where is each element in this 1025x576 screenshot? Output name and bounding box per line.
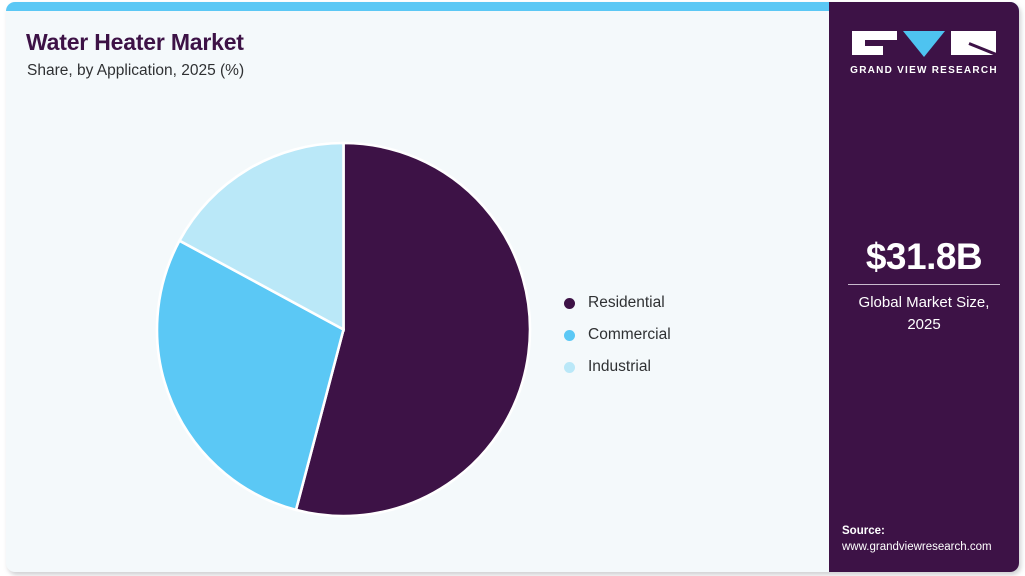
logo-letter-r-icon <box>951 31 996 55</box>
pie-slice-commercial[interactable] <box>155 238 346 512</box>
brand-sidebar: GRAND VIEW RESEARCH $31.8B Global Market… <box>829 2 1019 572</box>
chart-card: Water Heater Market Share, by Applicatio… <box>6 2 1019 572</box>
pie-chart-svg <box>155 141 532 518</box>
stat-divider <box>848 284 1000 285</box>
source-url[interactable]: www.grandviewresearch.com <box>842 541 992 553</box>
logo-letter-g-icon <box>852 31 897 55</box>
brand-logo: GRAND VIEW RESEARCH <box>829 31 1019 76</box>
legend-item-industrial[interactable]: Industrial <box>564 351 794 383</box>
legend-item-label: Residential <box>588 294 665 311</box>
legend-dot-icon <box>564 361 575 373</box>
legend-item-label: Industrial <box>588 358 651 375</box>
logo-marks <box>829 31 1019 58</box>
source-label: Source: <box>842 525 885 537</box>
logo-triangle-v-icon <box>903 31 945 57</box>
page-subtitle: Share, by Application, 2025 (%) <box>27 62 245 79</box>
top-accent-bar <box>6 2 1019 11</box>
logo-wordmark: GRAND VIEW RESEARCH <box>850 65 998 76</box>
chart-legend: Residential Commercial Industrial <box>564 287 794 383</box>
pie-slice-residential[interactable] <box>294 141 532 518</box>
market-size-stat: $31.8B Global Market Size, 2025 <box>829 236 1019 336</box>
market-size-caption: Global Market Size, 2025 <box>858 294 990 333</box>
page-title: Water Heater Market <box>26 29 244 55</box>
market-size-value: $31.8B <box>865 236 983 277</box>
pie-slice-industrial[interactable] <box>177 141 345 332</box>
legend-dot-icon <box>564 297 575 309</box>
pie-chart <box>155 141 532 518</box>
legend-item-residential[interactable]: Residential <box>564 287 794 319</box>
source-block: Source: www.grandviewresearch.com <box>842 523 1019 555</box>
legend-item-label: Commercial <box>588 326 671 343</box>
legend-item-commercial[interactable]: Commercial <box>564 319 794 351</box>
legend-dot-icon <box>564 329 575 341</box>
